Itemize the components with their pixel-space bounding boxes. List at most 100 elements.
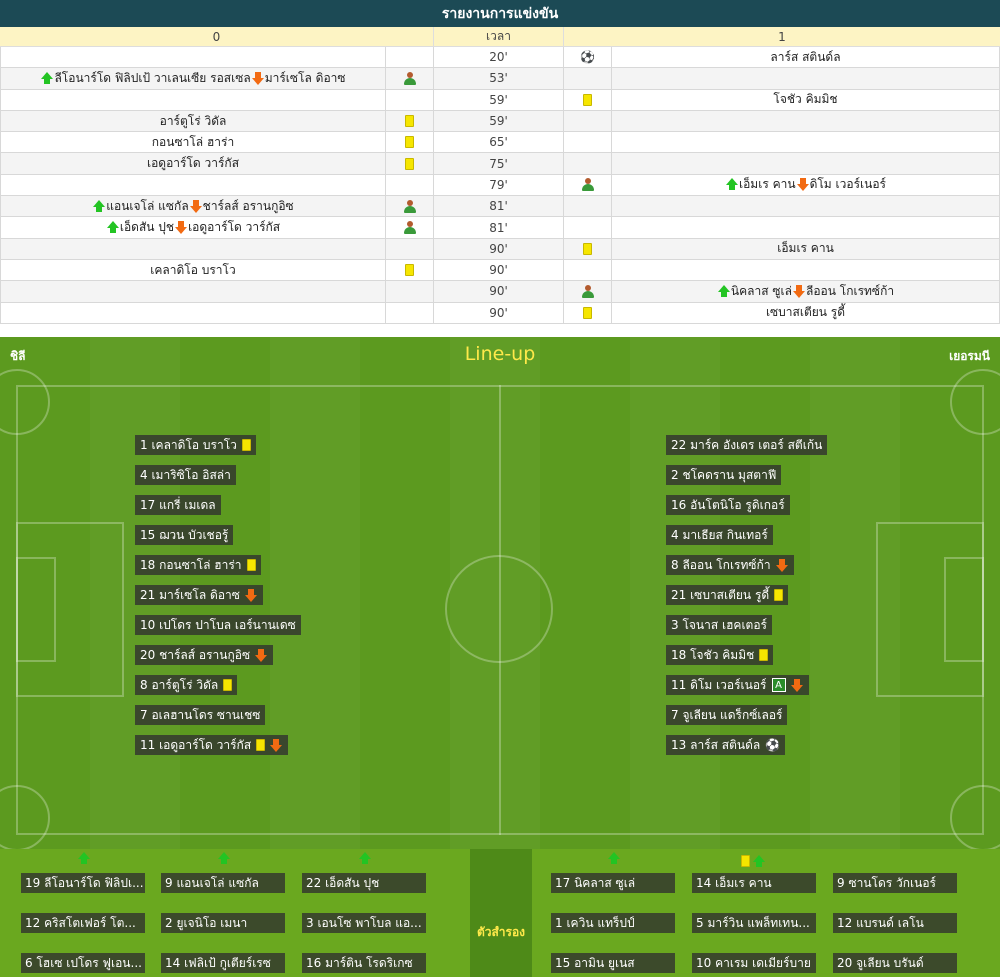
- event-row: เคลาดิโอ บราโว 90': [0, 259, 1000, 282]
- event-time: 79': [434, 174, 564, 196]
- sub-player-chip[interactable]: 1 เควิน แทร็ปป์: [551, 913, 675, 933]
- home-goal-box: [16, 557, 56, 662]
- home-event-icon-cell: [386, 238, 434, 259]
- sub-player-chip[interactable]: 14 เอ็มเร คาน: [692, 873, 816, 893]
- player-label: 18 โจชัว คิมมิช: [671, 647, 755, 662]
- sub-player-chip[interactable]: 5 มาร์วิน แพล็ทเทน...: [692, 913, 816, 933]
- player-in-name: เอ็ดสัน ปุช: [119, 220, 175, 235]
- corner-arc-tr: [950, 369, 1000, 435]
- player-label: 11 ดิโม เวอร์เนอร์: [671, 677, 767, 692]
- sub-player-chip[interactable]: 9 แอนเจโล่ แซกัล: [161, 873, 285, 893]
- player-label: 3 โจนาส เฮคเตอร์: [671, 617, 768, 632]
- player-chip[interactable]: 2 ชโคดราน มุสตาฟี: [666, 465, 782, 485]
- yellow-card-icon: [583, 306, 592, 319]
- sub-player-chip[interactable]: 14 เฟลิเป้ กูเตียร์เรซ: [161, 953, 285, 973]
- yellow-card-icon: [759, 649, 769, 661]
- substitution-icon: [403, 221, 417, 235]
- player-label: 1 เคลาดิโอ บราโว: [140, 437, 237, 452]
- pitch-outline: [16, 385, 984, 835]
- home-event-player: [0, 89, 386, 110]
- player-label: 21 มาร์เซโล ดิอาซ: [140, 587, 240, 602]
- player-chip[interactable]: 8 ลีออน โกเรทซ์ก้า: [666, 555, 794, 575]
- player-label: 4 มาเธียส กินเทอร์: [671, 527, 768, 542]
- away-event-player: โจชัว คิมมิช: [612, 89, 1000, 110]
- sub-out-arrow-icon: [244, 588, 257, 602]
- player-label: 7 จูเลียน แดร็กซ์เลอร์: [671, 707, 783, 722]
- player-chip[interactable]: 1 เคลาดิโอ บราโว: [135, 435, 256, 455]
- event-row: 90' เซบาสเตียน รูดี้: [0, 302, 1000, 324]
- away-event-icon-cell: [564, 259, 612, 281]
- player-label: 20 ชาร์ลส์ อรานกูอิซ: [140, 647, 251, 662]
- sub-player-chip[interactable]: 20 จูเลียน บรันด์: [833, 953, 957, 973]
- away-column-header: 1: [778, 29, 786, 44]
- player-chip[interactable]: 4 มาเธียส กินเทอร์: [666, 525, 773, 545]
- player-chip[interactable]: 18 โจชัว คิมมิช: [666, 645, 774, 665]
- yellow-card-icon: [583, 93, 592, 106]
- event-time: 90': [434, 281, 564, 302]
- player-chip[interactable]: 8 อาร์ตูโร่ วิดัล: [135, 675, 238, 695]
- home-event-player: ลีโอนาร์โด ฟิลิปเป้ วาเลนเซีย รอสเซล มาร์…: [0, 68, 386, 89]
- player-chip[interactable]: 10 เปโดร ปาโบล เอร์นานเดซ: [135, 615, 301, 635]
- player-chip[interactable]: 7 อเลฮานโดร ซานเชซ: [135, 705, 266, 725]
- player-chip[interactable]: 4 เมาริซิโอ อิสล่า: [135, 465, 236, 485]
- player-label: 21 เซบาสเตียน รูดี้: [671, 587, 770, 602]
- sub-player-chip[interactable]: 3 เอนโซ พาโบล แอ...: [302, 913, 426, 933]
- sub-player-chip[interactable]: 16 มาร์ติน โรดริเกซ: [302, 953, 426, 973]
- player-chip[interactable]: 7 จูเลียน แดร็กซ์เลอร์: [666, 705, 788, 725]
- away-event-icon-cell: [564, 217, 612, 238]
- player-chip[interactable]: 20 ชาร์ลส์ อรานกูอิซ: [135, 645, 274, 665]
- player-chip[interactable]: 11 ดิโม เวอร์เนอร์ A: [666, 675, 809, 695]
- event-row: 79' เอ็มเร คาน ดิโม เวอร์เนอร์: [0, 174, 1000, 197]
- player-chip[interactable]: 13 ลาร์ส สตินด์ล ⚽: [666, 735, 786, 755]
- sub-player-chip[interactable]: 19 ลีโอนาร์โด ฟิลิปเ...: [21, 873, 145, 893]
- away-event-icon-cell: [564, 174, 612, 196]
- event-time: 90': [434, 259, 564, 281]
- player-out-name: เอดูอาร์โด วาร์กัส: [188, 220, 281, 235]
- home-event-icon-cell: [386, 302, 434, 323]
- player-chip[interactable]: 15 ฌวน บัวเชอรู้: [135, 525, 234, 545]
- yellow-card-icon: [223, 679, 233, 691]
- sub-in-arrow-icon: [78, 852, 90, 864]
- player-chip[interactable]: 17 แกรี่ เมเดล: [135, 495, 221, 515]
- player-chip[interactable]: 16 อันโตนิโอ รูดิเกอร์: [666, 495, 790, 515]
- lineup-pitch: ชิลี Line-up เยอรมนี 1 เคลาดิโอ บราโว 4 เ…: [0, 337, 1000, 977]
- player-chip[interactable]: 11 เอดูอาร์โด วาร์กัส: [135, 735, 289, 755]
- away-event-icon-cell: [564, 68, 612, 89]
- away-event-player: เซบาสเตียน รูดี้: [612, 302, 1000, 323]
- sub-player-chip[interactable]: 2 ยูเจนิโอ เมนา: [161, 913, 285, 933]
- sub-player-chip[interactable]: 12 แบรนด์ เลโน: [833, 913, 957, 933]
- away-event-player: เอ็มเร คาน: [612, 238, 1000, 259]
- event-row: เอดูอาร์โด วาร์กัส 75': [0, 153, 1000, 175]
- player-in-name: เอ็มเร คาน: [739, 177, 796, 192]
- yellow-card-icon: [405, 136, 414, 149]
- sub-marks: [77, 852, 91, 864]
- player-chip[interactable]: 21 มาร์เซโล ดิอาซ: [135, 585, 263, 605]
- sub-player-chip[interactable]: 22 เอ็ดสัน ปุช: [302, 873, 426, 893]
- player-chip[interactable]: 18 กอนซาโล่ ฮาร่า: [135, 555, 261, 575]
- player-label: 2 ชโคดราน มุสตาฟี: [671, 467, 777, 482]
- away-event-icon-cell: [564, 89, 612, 110]
- player-chip[interactable]: 3 โจนาส เฮคเตอร์: [666, 615, 773, 635]
- sub-player-chip[interactable]: 6 โฮเซ เปโดร ฟูเอน...: [21, 953, 145, 973]
- sub-player-chip[interactable]: 17 นิคลาส ซูเล่: [551, 873, 675, 893]
- home-event-player: [0, 281, 386, 302]
- sub-player-chip[interactable]: 9 ซานโดร วักเนอร์: [833, 873, 957, 893]
- event-time: 59': [434, 110, 564, 132]
- sub-out-arrow-icon: [775, 558, 788, 572]
- substitution-icon: [581, 284, 595, 298]
- sub-player-chip[interactable]: 12 คริสโตเฟอร์ โต...: [21, 913, 145, 933]
- yellow-card-icon: [405, 115, 414, 128]
- sub-in-arrow-icon: [106, 221, 119, 234]
- player-name: อาร์ตูโร่ วิดัล: [159, 113, 227, 128]
- away-event-icon-cell: [564, 153, 612, 174]
- event-row: อาร์ตูโร่ วิดัล 59': [0, 110, 1000, 133]
- sub-player-chip[interactable]: 15 อามิน ยูเนส: [551, 953, 675, 973]
- event-time: 59': [434, 89, 564, 110]
- yellow-card-icon: [741, 855, 750, 867]
- player-name: เคลาดิโอ บราโว: [150, 262, 236, 277]
- player-chip[interactable]: 22 มาร์ค อังเดร เตอร์ สตีเก้น: [666, 435, 828, 455]
- sub-player-chip[interactable]: 10 คาเรม เดเมียร์บาย: [692, 953, 816, 973]
- player-chip[interactable]: 21 เซบาสเตียน รูดี้: [666, 585, 789, 605]
- yellow-card-icon: [405, 157, 414, 170]
- sub-in-arrow-icon: [608, 852, 620, 864]
